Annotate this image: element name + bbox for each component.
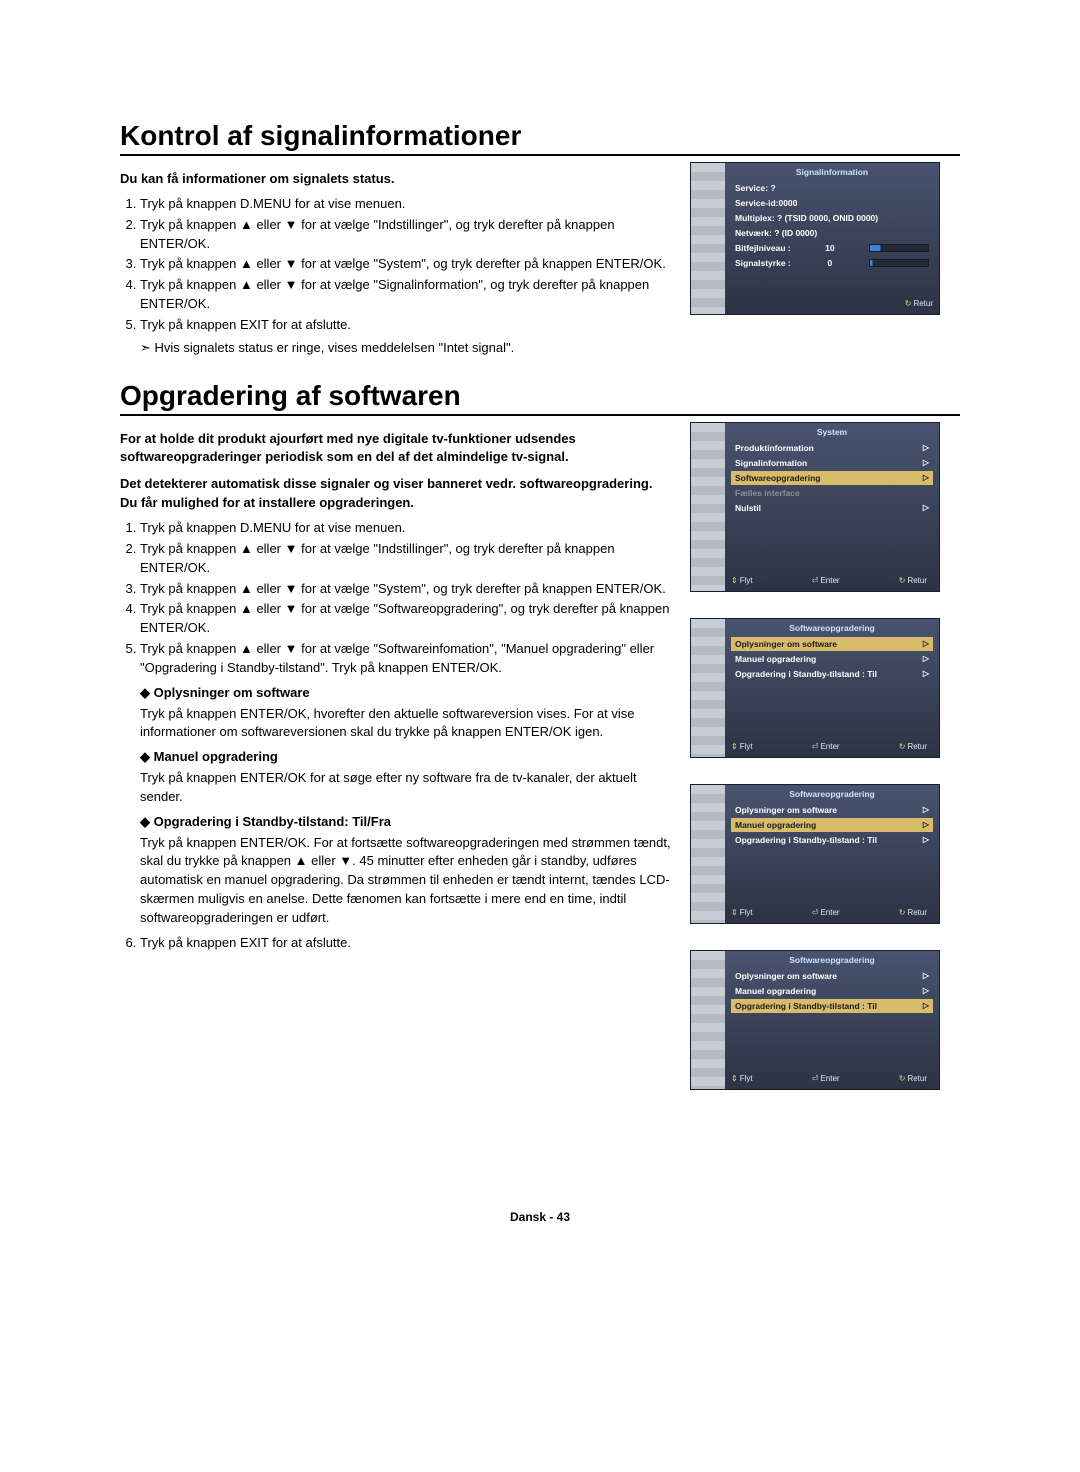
chevron-right-icon: ▷ bbox=[923, 443, 929, 452]
sub-standby-upgrade: Opgradering i Standby-tilstand: Til/Fra … bbox=[140, 813, 672, 928]
osd-sw1: Softwareopgradering Oplysninger om softw… bbox=[690, 618, 940, 758]
chevron-right-icon: ▷ bbox=[923, 835, 929, 844]
osd-line: Netværk: ? (ID 0000) bbox=[731, 226, 933, 240]
osd-sidebar bbox=[691, 163, 725, 314]
menu-item[interactable]: Opgradering i Standby-tilstand : Til▷ bbox=[731, 833, 933, 847]
sub-manual-upgrade: Manuel opgradering Tryk på knappen ENTER… bbox=[140, 748, 672, 807]
sub-software-info: Oplysninger om software Tryk på knappen … bbox=[140, 684, 672, 743]
menu-item[interactable]: Nulstil▷ bbox=[731, 501, 933, 515]
step: Tryk på knappen EXIT for at afslutte. bbox=[140, 934, 672, 953]
section1-row: Du kan få informationer om signalets sta… bbox=[120, 162, 960, 366]
bar-icon bbox=[869, 244, 929, 252]
section2-osd-col: System Produktinformation▷ Signalinforma… bbox=[690, 422, 960, 1090]
osd-system: System Produktinformation▷ Signalinforma… bbox=[690, 422, 940, 592]
menu-item[interactable]: Oplysninger om software▷ bbox=[731, 969, 933, 983]
step: Tryk på knappen EXIT for at afslutte. bbox=[140, 316, 672, 335]
chevron-right-icon: ▷ bbox=[923, 805, 929, 814]
osd-line: Bitfejlniveau :10 bbox=[731, 241, 933, 255]
menu-item-selected[interactable]: Opgradering i Standby-tilstand : Til▷ bbox=[731, 999, 933, 1013]
step: Tryk på knappen ▲ eller ▼ for at vælge "… bbox=[140, 276, 672, 314]
section1-intro: Du kan få informationer om signalets sta… bbox=[120, 170, 672, 189]
chevron-right-icon: ▷ bbox=[923, 639, 929, 648]
section2-text: For at holde dit produkt ajourført med n… bbox=[120, 422, 672, 1090]
chevron-right-icon: ▷ bbox=[923, 1001, 929, 1010]
menu-item[interactable]: Manuel opgradering▷ bbox=[731, 984, 933, 998]
chevron-right-icon: ▷ bbox=[923, 986, 929, 995]
osd-sidebar bbox=[691, 951, 725, 1089]
osd-title: Softwareopgradering bbox=[725, 619, 939, 636]
menu-item[interactable]: Produktinformation▷ bbox=[731, 441, 933, 455]
osd-footer: FlytEnterRetur bbox=[731, 1074, 933, 1083]
osd-footer: FlytEnterRetur bbox=[731, 908, 933, 917]
chevron-right-icon: ▷ bbox=[923, 820, 929, 829]
menu-item[interactable]: Signalinformation▷ bbox=[731, 456, 933, 470]
bar-icon bbox=[869, 259, 929, 267]
menu-item[interactable]: Opgradering i Standby-tilstand : Til▷ bbox=[731, 667, 933, 681]
osd-title: Signalinformation bbox=[725, 163, 939, 180]
osd-line: Service: ? bbox=[731, 181, 933, 195]
page-footer: Dansk - 43 bbox=[120, 1210, 960, 1224]
osd-sw3: Softwareopgradering Oplysninger om softw… bbox=[690, 950, 940, 1090]
osd-title: Softwareopgradering bbox=[725, 785, 939, 802]
osd-title: System bbox=[725, 423, 939, 440]
osd-footer: FlytEnterRetur bbox=[731, 576, 933, 585]
osd-sidebar bbox=[691, 619, 725, 757]
osd-footer: Retur bbox=[731, 299, 933, 308]
chevron-right-icon: ▷ bbox=[923, 971, 929, 980]
menu-item-selected[interactable]: Manuel opgradering▷ bbox=[731, 818, 933, 832]
section2-steps: Tryk på knappen D.MENU for at vise menue… bbox=[140, 519, 672, 678]
step: Tryk på knappen ▲ eller ▼ for at vælge "… bbox=[140, 255, 672, 274]
step: Tryk på knappen D.MENU for at vise menue… bbox=[140, 195, 672, 214]
osd-footer: FlytEnterRetur bbox=[731, 742, 933, 751]
step: Tryk på knappen ▲ eller ▼ for at vælge "… bbox=[140, 600, 672, 638]
osd-signalinfo: Signalinformation Service: ? Service-id:… bbox=[690, 162, 940, 315]
section1-text: Du kan få informationer om signalets sta… bbox=[120, 162, 672, 366]
osd-line: Service-id:0000 bbox=[731, 196, 933, 210]
osd-title: Softwareopgradering bbox=[725, 951, 939, 968]
step: Tryk på knappen ▲ eller ▼ for at vælge "… bbox=[140, 640, 672, 678]
menu-item-selected[interactable]: Softwareopgradering▷ bbox=[731, 471, 933, 485]
menu-item-selected[interactable]: Oplysninger om software▷ bbox=[731, 637, 933, 651]
menu-item[interactable]: Oplysninger om software▷ bbox=[731, 803, 933, 817]
osd-sidebar bbox=[691, 785, 725, 923]
heading-signal: Kontrol af signalinformationer bbox=[120, 120, 960, 156]
section2-intro1: For at holde dit produkt ajourført med n… bbox=[120, 430, 672, 468]
section1-steps: Tryk på knappen D.MENU for at vise menue… bbox=[140, 195, 672, 335]
page: Kontrol af signalinformationer Du kan få… bbox=[0, 0, 1080, 1284]
osd-line: Multiplex: ? (TSID 0000, ONID 0000) bbox=[731, 211, 933, 225]
section1-note: Hvis signalets status er ringe, vises me… bbox=[140, 339, 672, 358]
heading-upgrade: Opgradering af softwaren bbox=[120, 380, 960, 416]
chevron-right-icon: ▷ bbox=[923, 458, 929, 467]
chevron-right-icon: ▷ bbox=[923, 473, 929, 482]
step: Tryk på knappen ▲ eller ▼ for at vælge "… bbox=[140, 216, 672, 254]
section2-intro2: Det detekterer automatisk disse signaler… bbox=[120, 475, 672, 513]
osd-sw2: Softwareopgradering Oplysninger om softw… bbox=[690, 784, 940, 924]
section2-steps-cont: Tryk på knappen EXIT for at afslutte. bbox=[140, 934, 672, 953]
chevron-right-icon: ▷ bbox=[923, 669, 929, 678]
section2-row: For at holde dit produkt ajourført med n… bbox=[120, 422, 960, 1090]
osd-sidebar bbox=[691, 423, 725, 591]
step: Tryk på knappen ▲ eller ▼ for at vælge "… bbox=[140, 540, 672, 578]
menu-item[interactable]: Manuel opgradering▷ bbox=[731, 652, 933, 666]
menu-item-disabled: Fælles interface bbox=[731, 486, 933, 500]
step: Tryk på knappen D.MENU for at vise menue… bbox=[140, 519, 672, 538]
chevron-right-icon: ▷ bbox=[923, 654, 929, 663]
chevron-right-icon: ▷ bbox=[923, 503, 929, 512]
osd-line: Signalstyrke :0 bbox=[731, 256, 933, 270]
step: Tryk på knappen ▲ eller ▼ for at vælge "… bbox=[140, 580, 672, 599]
section1-osd-col: Signalinformation Service: ? Service-id:… bbox=[690, 162, 960, 366]
